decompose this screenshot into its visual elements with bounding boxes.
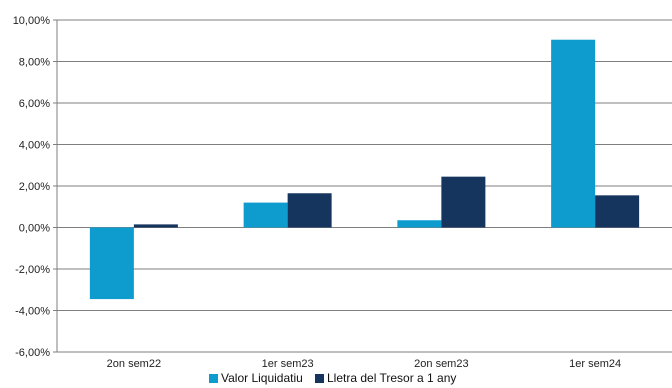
y-tick-label: -6,00% xyxy=(15,347,50,359)
bar-valor-liquidatiu-4 xyxy=(551,39,596,228)
x-tick-label: 1er sem24 xyxy=(569,358,621,370)
y-axis-tick-labels: -6,00% -4,00% -2,00% 0,00% 2,00% 4,00% 6,00% 8,… xyxy=(13,15,51,359)
x-axis-tick-labels: 2on sem22 1er sem23 2on sem23 1er sem24 xyxy=(107,358,621,370)
y-tick-label: 10,00% xyxy=(13,15,51,27)
legend-label: Valor Liquidatiu xyxy=(221,371,303,385)
y-tick-label: -4,00% xyxy=(15,306,50,318)
y-tick-label: 0,00% xyxy=(19,223,50,235)
bar-lletra-tresor-2 xyxy=(287,193,332,228)
bar-lletra-tresor-3 xyxy=(441,176,486,228)
y-tick-label: 4,00% xyxy=(19,140,50,152)
bar-lletra-tresor-1 xyxy=(133,224,178,228)
legend-swatch xyxy=(315,374,324,383)
y-tick-label: 8,00% xyxy=(19,57,50,69)
legend-label: Lletra del Tresor a 1 any xyxy=(327,371,456,385)
bar-lletra-tresor-4 xyxy=(595,195,640,228)
y-tick-label: 6,00% xyxy=(19,98,50,110)
x-tick-label: 1er sem23 xyxy=(262,358,314,370)
x-tick-label: 2on sem23 xyxy=(414,358,468,370)
y-tick-label: 2,00% xyxy=(19,181,50,193)
y-tick-label: -2,00% xyxy=(15,264,50,276)
legend-swatch xyxy=(209,374,218,383)
bar-valor-liquidatiu-3 xyxy=(397,220,442,228)
x-tick-label: 2on sem22 xyxy=(107,358,161,370)
bar-valor-liquidatiu-1 xyxy=(89,227,134,300)
axes xyxy=(56,20,672,353)
bar-valor-liquidatiu-2 xyxy=(243,202,288,228)
legend: Valor Liquidatiu Lletra del Tresor a 1 an… xyxy=(209,371,456,385)
bars xyxy=(89,39,640,300)
